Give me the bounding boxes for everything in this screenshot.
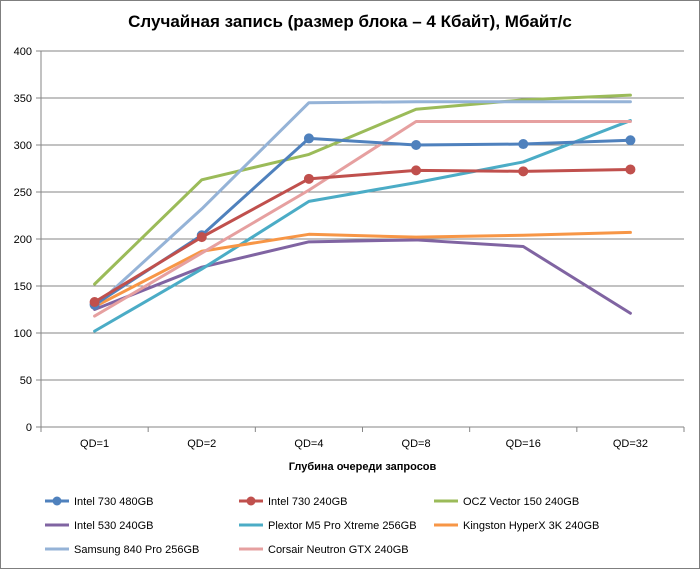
series-line xyxy=(93,100,632,309)
legend-label: Intel 730 240GB xyxy=(268,496,348,508)
data-point xyxy=(89,296,100,307)
series-group xyxy=(89,93,636,333)
x-tick-label: QD=16 xyxy=(506,438,541,450)
legend: Intel 730 480GB Intel 730 240GB OCZ Vector… xyxy=(45,496,599,556)
x-tick-label: QD=2 xyxy=(187,438,216,450)
data-point xyxy=(625,164,636,175)
data-point xyxy=(625,135,636,146)
y-tick-label: 150 xyxy=(14,281,32,293)
legend-entry: OCZ Vector 150 240GB xyxy=(434,496,579,508)
legend-label: Intel 730 480GB xyxy=(74,496,154,508)
y-tick-label: 400 xyxy=(14,46,32,58)
x-tick-label: QD=32 xyxy=(613,438,648,450)
data-point xyxy=(196,232,207,243)
data-point xyxy=(303,133,314,144)
series-line xyxy=(93,167,632,304)
x-tick-label: QD=4 xyxy=(294,438,323,450)
x-tick-label: QD=8 xyxy=(402,438,431,450)
series-line xyxy=(93,238,632,315)
series-line xyxy=(93,119,632,333)
legend-entry: Kingston HyperX 3K 240GB xyxy=(434,520,599,532)
legend-entry: Intel 730 240GB xyxy=(239,496,348,508)
y-tick-label: 200 xyxy=(14,234,32,246)
x-tick-label: QD=1 xyxy=(80,438,109,450)
legend-label: Plextor M5 Pro Xtreme 256GB xyxy=(268,520,417,532)
y-tick-label: 100 xyxy=(14,328,32,340)
legend-label: Kingston HyperX 3K 240GB xyxy=(463,520,599,532)
legend-entry: Plextor M5 Pro Xtreme 256GB xyxy=(239,520,417,532)
y-tick-label: 50 xyxy=(20,375,32,387)
data-point xyxy=(303,173,314,184)
legend-entry: Samsung 840 Pro 256GB xyxy=(45,544,199,556)
chart-title: Случайная запись (размер блока – 4 Кбайт… xyxy=(128,12,572,31)
axes xyxy=(36,50,685,432)
y-tick-label: 300 xyxy=(14,140,32,152)
series-line xyxy=(93,230,632,309)
legend-entry: Intel 730 480GB xyxy=(45,496,154,508)
data-point xyxy=(518,166,529,177)
x-tick-labels: QD=1 QD=2 QD=4 QD=8 QD=16 QD=32 xyxy=(80,438,648,450)
y-tick-label: 250 xyxy=(14,187,32,199)
legend-marker xyxy=(246,496,256,506)
x-axis-label: Глубина очереди запросов xyxy=(289,461,437,473)
data-point xyxy=(411,140,422,150)
data-point xyxy=(518,139,529,150)
legend-label: Corsair Neutron GTX 240GB xyxy=(268,544,409,556)
y-tick-label: 0 xyxy=(26,422,32,434)
series-line xyxy=(93,136,632,307)
series-line xyxy=(93,120,632,318)
legend-marker xyxy=(52,496,62,506)
y-tick-label: 350 xyxy=(14,93,32,105)
legend-entry: Intel 530 240GB xyxy=(45,520,154,532)
legend-entry: Corsair Neutron GTX 240GB xyxy=(239,544,409,556)
legend-label: Samsung 840 Pro 256GB xyxy=(74,544,199,556)
series-line xyxy=(93,93,632,286)
legend-label: Intel 530 240GB xyxy=(74,520,154,532)
legend-label: OCZ Vector 150 240GB xyxy=(463,496,579,508)
data-point xyxy=(411,165,422,176)
y-tick-labels: 0 50 100 150 200 250 300 350 400 xyxy=(14,46,32,434)
